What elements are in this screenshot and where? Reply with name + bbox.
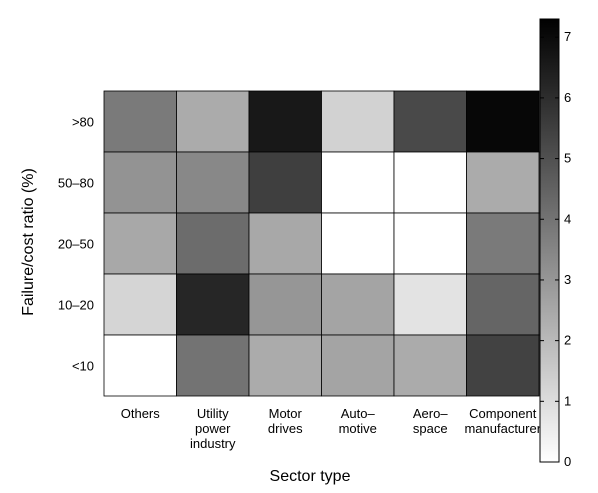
x-axis-title: Sector type xyxy=(270,468,351,485)
heatmap-cell-10-utility xyxy=(176,334,250,397)
heatmap-cell-50-80-aero xyxy=(393,151,467,214)
x-tick-label: Motor drives xyxy=(268,406,303,436)
y-tick-label: 10–20 xyxy=(58,298,94,313)
y-tick-label: <10 xyxy=(72,359,94,374)
x-tick-label: Others xyxy=(121,406,161,421)
heatmap-cell-80-aero xyxy=(393,90,467,153)
heatmap-cell-80-auto xyxy=(321,90,395,153)
heatmap-cells xyxy=(103,90,540,397)
heatmap-cell-10-20-utility xyxy=(176,273,250,336)
heatmap-cell-50-80-component xyxy=(466,151,540,214)
colorbar-tick-label: 3 xyxy=(564,272,571,287)
heatmap-cell-10-component xyxy=(466,334,540,397)
x-tick-label: Utility power industry xyxy=(190,406,236,451)
x-tick-label: Aero– space xyxy=(413,406,448,436)
y-tick-label: 50–80 xyxy=(58,176,94,191)
heatmap-cell-10-20-aero xyxy=(393,273,467,336)
heatmap-cell-20-50-motor xyxy=(248,212,322,275)
heatmap-cell-10-others xyxy=(103,334,177,397)
y-axis-title: Failure/cost ratio (%) xyxy=(20,168,37,316)
heatmap-cell-10-motor xyxy=(248,334,322,397)
heatmap-cell-80-motor xyxy=(248,90,322,153)
colorbar-tick-label: 0 xyxy=(564,454,571,469)
heatmap-cell-80-others xyxy=(103,90,177,153)
x-tick-label: Auto– motive xyxy=(339,406,377,436)
y-tick-label: 20–50 xyxy=(58,237,94,252)
x-tick-label: Component manufacturer xyxy=(464,406,541,436)
heatmap-cell-50-80-others xyxy=(103,151,177,214)
heatmap-cell-20-50-others xyxy=(103,212,177,275)
y-tick-label: >80 xyxy=(72,115,94,130)
heatmap-cell-50-80-utility xyxy=(176,151,250,214)
heatmap-cell-20-50-component xyxy=(466,212,540,275)
heatmap-cell-80-component xyxy=(466,90,540,153)
y-tick-labels: >80 50–80 20–50 10–20 <10 xyxy=(58,115,94,374)
heatmap-cell-20-50-auto xyxy=(321,212,395,275)
heatmap-cell-10-20-motor xyxy=(248,273,322,336)
heatmap-cell-20-50-aero xyxy=(393,212,467,275)
heatmap-cell-80-utility xyxy=(176,90,250,153)
heatmap-cell-10-auto xyxy=(321,334,395,397)
colorbar-ticks: 0 1 2 3 4 5 6 7 xyxy=(540,29,571,469)
heatmap-cell-10-20-component xyxy=(466,273,540,336)
heatmap-cell-20-50-utility xyxy=(176,212,250,275)
colorbar-tick-label: 5 xyxy=(564,151,571,166)
heatmap-cell-10-aero xyxy=(393,334,467,397)
heatmap-cell-50-80-motor xyxy=(248,151,322,214)
colorbar-tick-label: 2 xyxy=(564,333,571,348)
heatmap-cell-10-20-auto xyxy=(321,273,395,336)
x-tick-labels: Others Utility power industry Motor drives Aut… xyxy=(121,406,542,451)
colorbar-tick-label: 1 xyxy=(564,393,571,408)
colorbar-tick-label: 7 xyxy=(564,29,571,44)
colorbar-tick-label: 6 xyxy=(564,90,571,105)
colorbar xyxy=(539,18,560,463)
colorbar-tick-label: 4 xyxy=(564,211,571,226)
heatmap-cell-50-80-auto xyxy=(321,151,395,214)
heatmap-cell-10-20-others xyxy=(103,273,177,336)
